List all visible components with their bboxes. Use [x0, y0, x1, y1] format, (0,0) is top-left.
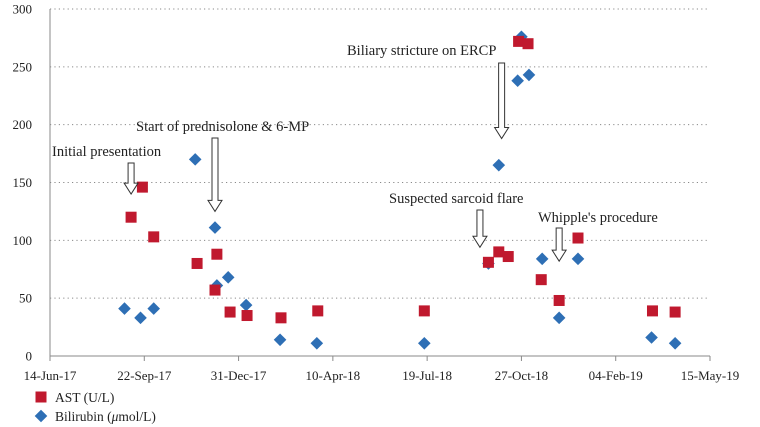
annotation-label: Start of prednisolone & 6-MP: [136, 119, 309, 135]
legend-marker-ast: [35, 391, 47, 403]
legend-label-bilirubin-mu: μ: [111, 409, 119, 424]
bilirubin-point: [522, 68, 536, 82]
bilirubin-point: [310, 336, 324, 350]
bilirubin-point: [571, 252, 585, 266]
ast-point: [513, 35, 525, 47]
ast-point: [553, 294, 565, 306]
bilirubin-point: [645, 331, 658, 344]
gridlines: [50, 8, 710, 299]
annotation-label: Initial presentation: [52, 144, 162, 160]
bilirubin-point: [418, 336, 431, 350]
annotation-sarcoid: Suspected sarcoid flare: [389, 191, 523, 249]
ast-point: [522, 38, 534, 50]
annotations: Initial presentation Start of prednisolon…: [52, 43, 658, 263]
ast-point: [535, 274, 547, 286]
annotation-arrow: [207, 137, 223, 213]
annotation-label: Suspected sarcoid flare: [389, 191, 523, 207]
bilirubin-point: [147, 302, 161, 315]
bilirubin-point: [239, 298, 253, 312]
ast-point: [572, 232, 584, 244]
bilirubin-point: [535, 252, 549, 266]
bilirubin-point: [273, 333, 287, 347]
ast-point: [646, 305, 658, 317]
y-axis-ticks: 0 50 100 150 200 250 300: [13, 2, 33, 364]
y-tick-label: 100: [13, 233, 33, 248]
bilirubin-point: [668, 336, 682, 350]
bilirubin-point: [188, 153, 202, 166]
x-tick-label: 27-Oct-18: [495, 368, 548, 383]
bilirubin-point: [492, 158, 506, 172]
bilirubin-point: [118, 302, 131, 315]
legend: AST (U/L) Bilirubin (μmol/L): [34, 390, 156, 424]
legend-label-bilirubin-tail: mol/L): [118, 409, 156, 424]
bilirubin-point: [134, 311, 147, 325]
ast-point: [275, 312, 287, 324]
y-tick-label: 300: [13, 2, 33, 17]
legend-label-bilirubin: Bilirubin (μmol/L): [55, 409, 156, 424]
x-tick-label: 04-Feb-19: [589, 368, 643, 383]
ast-point: [241, 310, 253, 322]
ast-point: [482, 256, 494, 268]
bilirubin-point: [208, 221, 222, 234]
annotation-pred: Start of prednisolone & 6-MP: [136, 119, 309, 213]
ast-point: [502, 251, 514, 263]
bilirubin-point: [552, 311, 566, 325]
x-tick-label: 19-Jul-18: [402, 368, 452, 383]
y-tick-label: 150: [13, 175, 33, 190]
bilirubin-point: [221, 271, 235, 284]
annotation-arrow: [123, 162, 139, 195]
ast-point: [209, 284, 221, 296]
ast-point: [312, 305, 324, 317]
x-tick-label: 15-May-19: [681, 368, 740, 383]
annotation-whipple: Whipple's procedure: [538, 210, 658, 263]
x-axis-ticks: 14-Jun-17 22-Sep-17 31-Dec-17 10-Apr-18 19-J…: [24, 356, 740, 383]
ast-point: [191, 257, 203, 269]
y-tick-label: 200: [13, 117, 33, 132]
annotation-arrow: [472, 209, 488, 249]
y-tick-label: 0: [26, 349, 33, 364]
x-tick-label: 14-Jun-17: [24, 368, 77, 383]
ast-point: [148, 231, 160, 243]
ast-point: [224, 306, 236, 318]
x-tick-label: 10-Apr-18: [306, 368, 361, 383]
ast-point: [211, 248, 223, 260]
ast-point: [136, 181, 148, 193]
annotation-arrow: [551, 227, 568, 263]
legend-label-bilirubin-head: Bilirubin (: [55, 409, 112, 424]
annotation-label: Whipple's procedure: [538, 210, 658, 226]
ast-point: [493, 246, 505, 258]
ast-point: [669, 306, 681, 318]
data-points: [118, 30, 682, 350]
ast-point: [418, 305, 430, 317]
annotation-arrow: [493, 62, 510, 140]
x-tick-label: 22-Sep-17: [117, 368, 172, 383]
annotation-initial: Initial presentation: [52, 144, 162, 195]
y-tick-label: 50: [19, 291, 32, 306]
annotation-label: Biliary stricture on ERCP: [347, 43, 496, 59]
legend-marker-bilirubin: [34, 409, 48, 423]
bilirubin-point: [511, 74, 524, 88]
axes: [49, 9, 710, 357]
legend-label-ast: AST (U/L): [55, 390, 114, 405]
annotation-ercp: Biliary stricture on ERCP: [347, 43, 510, 140]
x-tick-label: 31-Dec-17: [211, 368, 267, 383]
y-tick-label: 250: [13, 59, 33, 74]
ast-point: [125, 211, 137, 223]
